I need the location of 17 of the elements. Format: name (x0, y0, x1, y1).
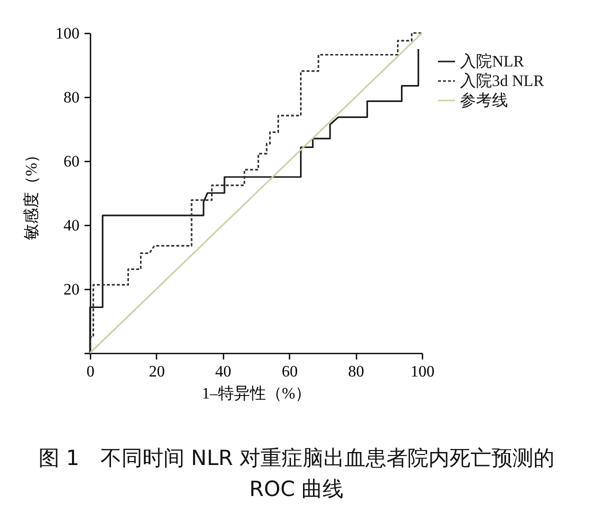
x-axis-title: 1–特异性（%） (202, 384, 312, 402)
x-tick-label: 20 (148, 364, 165, 380)
x-tick-label: 100 (410, 364, 434, 380)
legend-label: 入院3d NLR (460, 72, 544, 90)
text: 图 1 不同时间 NLR 对重症脑出血患者院内死亡预测的 ROC 曲线 (37, 445, 556, 503)
legend-label: 参考线 (460, 92, 508, 110)
y-tick-label: 100 (56, 26, 80, 42)
y-tick-label: 40 (64, 218, 80, 234)
x-tick-label: 80 (348, 364, 364, 380)
y-tick-label: 20 (64, 282, 80, 298)
y-tick-label: 80 (64, 90, 80, 106)
y-tick-label: 60 (64, 154, 80, 170)
y-axis-title: 敏感度（%） (22, 146, 40, 240)
x-tick-label: 0 (86, 364, 94, 380)
legend-label: 入院NLR (460, 52, 524, 70)
x-tick-label: 60 (282, 364, 298, 380)
x-tick-label: 40 (215, 364, 232, 380)
